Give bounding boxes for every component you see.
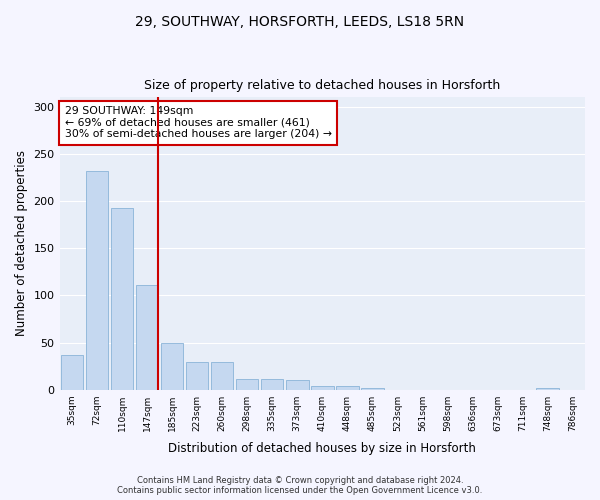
Bar	[261, 380, 283, 390]
Bar	[286, 380, 308, 390]
Bar	[236, 380, 259, 390]
Text: 29 SOUTHWAY: 149sqm
← 69% of detached houses are smaller (461)
30% of semi-detac: 29 SOUTHWAY: 149sqm ← 69% of detached ho…	[65, 106, 332, 140]
Bar	[86, 171, 109, 390]
Y-axis label: Number of detached properties: Number of detached properties	[15, 150, 28, 336]
Bar	[336, 386, 359, 390]
Bar	[211, 362, 233, 390]
Bar	[186, 362, 208, 390]
Bar	[311, 386, 334, 390]
Bar	[536, 388, 559, 390]
X-axis label: Distribution of detached houses by size in Horsforth: Distribution of detached houses by size …	[169, 442, 476, 455]
Bar	[111, 208, 133, 390]
Bar	[161, 342, 184, 390]
Text: Contains HM Land Registry data © Crown copyright and database right 2024.
Contai: Contains HM Land Registry data © Crown c…	[118, 476, 482, 495]
Bar	[361, 388, 383, 390]
Title: Size of property relative to detached houses in Horsforth: Size of property relative to detached ho…	[144, 79, 500, 92]
Text: 29, SOUTHWAY, HORSFORTH, LEEDS, LS18 5RN: 29, SOUTHWAY, HORSFORTH, LEEDS, LS18 5RN	[136, 15, 464, 29]
Bar	[136, 285, 158, 390]
Bar	[61, 355, 83, 390]
